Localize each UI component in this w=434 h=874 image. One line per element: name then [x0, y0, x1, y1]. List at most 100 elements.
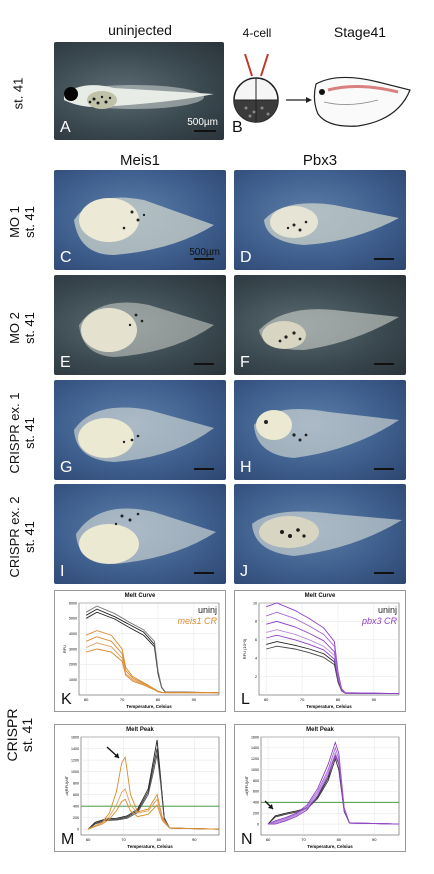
panel-letter-a: A — [60, 119, 71, 136]
embryo-image-f — [259, 309, 399, 350]
x-tick-label: 60 — [84, 697, 89, 702]
melt-curve-chart-l: 60 70 80 90 2 4 6 8 10 Temperature, Celsius RFU (1… — [242, 601, 400, 709]
y-tick-label: 1000 — [71, 770, 79, 774]
series-line-uninj — [87, 754, 220, 830]
row-label-mo1-line2: st. 41 — [22, 206, 37, 238]
x-tick-label: 80 — [337, 837, 342, 842]
y-tick-label: 400 — [253, 801, 259, 805]
panel-letter-h: H — [240, 459, 252, 476]
row-label-st41-top: st. 41 — [10, 77, 26, 110]
chart-panel-k: Melt Curve 60 70 80 90 1000 2000 3000 4000 5000 6… — [54, 590, 226, 712]
y-tick-label: 200 — [253, 812, 259, 816]
x-tick-label: 60 — [266, 837, 271, 842]
row-label-crispr-ex1: CRISPR ex. 1 st. 41 — [7, 373, 37, 493]
panel-letter-g: G — [60, 459, 73, 476]
embryo-image-g — [74, 407, 214, 462]
tadpole-image — [64, 85, 214, 109]
x-tick-label: 80 — [336, 697, 341, 702]
panel-b-diagram: B — [228, 42, 414, 140]
series-line-meis1-CR — [87, 798, 220, 830]
melt-peak-chart-m: 60 70 80 90 0 200 400 600 800 1000 1200 1400 1600 Tem… — [64, 735, 220, 849]
row-label-crispr-ex1-line1: CRISPR ex. 1 — [7, 392, 22, 474]
x-axis-label: Temperature, Celsius — [126, 704, 172, 709]
melt-peak-chart-n: 60 70 80 90 0 200 400 600 800 1000 1200 1400 1600 Tem… — [244, 735, 400, 849]
series-line-meis1-CR — [87, 788, 220, 830]
row-label-mo2-line1: MO 2 — [7, 312, 22, 344]
four-cell-title: 4-cell — [242, 26, 272, 40]
panel-c: C 500µm — [54, 170, 226, 270]
series-line-uninj — [85, 605, 220, 694]
y-tick-label: 1400 — [71, 747, 79, 751]
x-tick-label: 60 — [86, 837, 91, 842]
y-tick-label: 4000 — [69, 632, 77, 636]
x-tick-label: 70 — [300, 697, 305, 702]
y-tick-label: 0 — [77, 828, 79, 832]
plot-area — [258, 602, 400, 696]
panel-e: E — [54, 275, 226, 375]
x-tick-label: 60 — [264, 697, 269, 702]
row-label-crispr-ex1-line2: st. 41 — [22, 417, 37, 449]
x-tick-label: 70 — [120, 697, 125, 702]
panel-letter-f: F — [240, 354, 250, 371]
row-label-mo2-line2: st. 41 — [22, 312, 37, 344]
legend-entry: pbx3 CR — [361, 616, 398, 626]
stage41-title: Stage41 — [333, 24, 387, 40]
scale-bar-j — [374, 572, 394, 574]
y-tick-label: 2 — [255, 675, 257, 679]
panel-i: I — [54, 484, 226, 584]
x-tick-label: 90 — [372, 697, 377, 702]
embryo-image-e — [79, 302, 214, 357]
y-tick-label: 200 — [73, 816, 79, 820]
embryo-image-j — [252, 511, 402, 556]
embryo-image-d — [264, 203, 399, 245]
chart-panel-l: Melt Curve 60 70 80 90 2 4 6 8 10 Temperature, Ce… — [234, 590, 406, 712]
row-label-crispr-ex2-line1: CRISPR ex. 2 — [7, 496, 22, 578]
scale-bar-a — [194, 130, 216, 132]
x-axis-label: Temperature, Celsius — [306, 704, 352, 709]
panel-letter-c: C — [60, 249, 72, 266]
uninjected-title: uninjected — [108, 22, 172, 38]
scale-bar-i — [194, 572, 214, 574]
melt-curve-chart-k: 60 70 80 90 1000 2000 3000 4000 5000 6000 Temperat… — [62, 601, 220, 709]
panel-a-uninjected: A 500µm — [54, 42, 224, 140]
arrowhead-m — [114, 753, 119, 758]
x-tick-label: 80 — [157, 837, 162, 842]
y-tick-label: 600 — [73, 793, 79, 797]
panel-letter-b: B — [232, 119, 243, 136]
chart-title-m: Melt Peak — [126, 727, 154, 733]
y-tick-label: 3000 — [69, 647, 77, 651]
embryo-image-h — [254, 408, 399, 458]
y-tick-label: 6000 — [69, 601, 77, 605]
x-tick-label: 70 — [121, 837, 126, 842]
y-tick-label: 800 — [253, 779, 259, 783]
scale-bar-c — [194, 258, 214, 260]
y-tick-label: 1000 — [251, 768, 259, 772]
row-label-crispr-charts: CRISPR st. 41 — [4, 695, 35, 775]
chart-title-l: Melt Curve — [304, 593, 336, 599]
y-tick-label: 1600 — [71, 735, 79, 739]
series-line-meis1-CR — [87, 755, 220, 830]
y-tick-label: 8 — [255, 620, 257, 624]
legend-entry: uninj — [378, 605, 397, 615]
panel-letter-i: I — [60, 563, 65, 580]
y-tick-label: 5000 — [69, 617, 77, 621]
scale-bar-f — [374, 363, 394, 365]
y-tick-label: 0 — [257, 822, 259, 826]
y-axis-label: -d(RFU)/dT — [244, 775, 249, 796]
x-tick-label: 80 — [156, 697, 161, 702]
y-axis-label: RFU (10^3) — [242, 638, 247, 659]
y-tick-label: 10 — [253, 601, 257, 605]
panel-f: F — [234, 275, 406, 375]
scale-bar-label-c: 500µm — [189, 247, 220, 258]
panel-g: G — [54, 380, 226, 480]
panel-j: J — [234, 484, 406, 584]
panel-d: D — [234, 170, 406, 270]
chart-panel-n: Melt Peak 60 70 80 90 0 200 400 600 800 1000 1200 1… — [234, 724, 406, 852]
arrowhead-n — [268, 804, 273, 809]
x-tick-label: 90 — [192, 837, 197, 842]
y-tick-label: 600 — [253, 790, 259, 794]
x-tick-label: 90 — [372, 837, 377, 842]
chart-title-k: Melt Curve — [124, 593, 156, 599]
row-label-crispr-ex2: CRISPR ex. 2 st. 41 — [7, 477, 37, 597]
x-tick-label: 90 — [192, 697, 197, 702]
